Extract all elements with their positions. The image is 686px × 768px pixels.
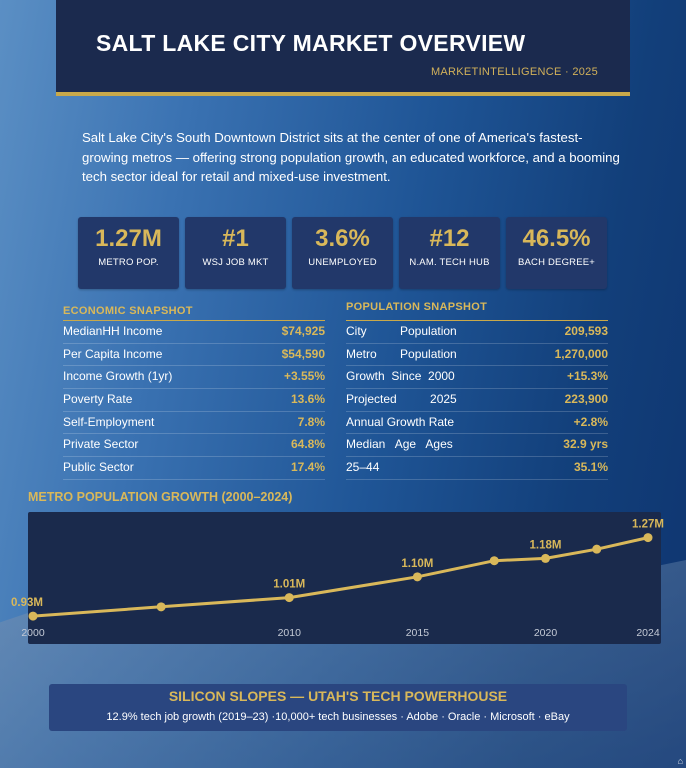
table-row: Median Age Ages 32.9 yrs xyxy=(346,434,608,458)
row-label: Public Sector xyxy=(63,460,134,475)
stat-card-bach-degree: 46.5% BACH DEGREE+ xyxy=(506,217,607,289)
population-snapshot-title: POPULATION SNAPSHOT xyxy=(346,301,488,313)
row-value: $74,925 xyxy=(281,324,325,338)
row-value: 13.6% xyxy=(290,392,325,407)
banner-title: SILICON SLOPES — UTAH'S TECH POWERHOUSE xyxy=(168,688,508,704)
table-row: MedianHH Income $74,925 xyxy=(63,321,325,344)
stat-card-metro-pop: 1.27M METRO POP. xyxy=(78,217,179,289)
x-tick-label: 2020 xyxy=(534,627,558,639)
stat-card-unemployed: 3.6% UNEMPLOYED xyxy=(292,217,393,289)
data-point xyxy=(643,533,653,543)
table-row: Projected 2025 223,900 xyxy=(346,389,608,412)
intro-paragraph: Salt Lake City's South Downtown District… xyxy=(82,130,620,184)
row-label: 25–44 xyxy=(346,460,380,475)
table-row: Private Sector 64.8% xyxy=(63,434,325,458)
row-label: Self-Employment xyxy=(63,414,155,429)
table-row: 25–44 35.1% xyxy=(346,457,608,480)
data-label: 1.01M xyxy=(273,579,305,591)
economic-snapshot-title: ECONOMIC SNAPSHOT xyxy=(63,305,193,317)
stat-card-tech-hub: #12 N.AM. TECH HUB xyxy=(399,217,500,289)
table-row: Self-Employment 7.8% xyxy=(63,412,325,435)
data-point xyxy=(489,556,499,566)
table-row: Per Capita Income $54,590 xyxy=(63,344,325,367)
row-label: Per Capita Income xyxy=(63,346,163,361)
population-line-chart: 2000 2010 2015 2020 2024 0.93M 1.01M 1.10M 1.18M… xyxy=(11,519,664,639)
row-value: 17.4% xyxy=(290,460,325,475)
data-point xyxy=(592,544,602,554)
row-value: +3.55% xyxy=(283,369,325,384)
row-label: Growth Since 2000 xyxy=(346,369,455,384)
row-label: Metro Population xyxy=(346,346,457,361)
series-line xyxy=(32,536,649,618)
row-value: 32.9 yrs xyxy=(563,437,608,452)
table-row: Annual Growth Rate +2.8% xyxy=(346,412,608,435)
row-value: 7.8% xyxy=(297,414,325,429)
row-label: Income Growth (1yr) xyxy=(63,369,173,384)
data-label: 0.93M xyxy=(11,597,43,609)
page-title: SALT LAKE CITY MARKET OVERVIEW xyxy=(96,30,526,56)
stat-value: #1 xyxy=(222,225,249,252)
tech-banner: SILICON SLOPES — UTAH'S TECH POWERHOUSE … xyxy=(49,684,627,731)
page-subtitle: MARKETINTELLIGENCE · 2025 xyxy=(430,66,598,78)
data-point xyxy=(28,611,38,621)
data-point xyxy=(284,593,294,603)
x-tick-label: 2024 xyxy=(636,627,660,639)
stat-value: 3.6% xyxy=(315,225,370,252)
table-row: Public Sector 17.4% xyxy=(63,457,325,480)
stat-cards: 1.27M METRO POP. #1 WSJ JOB MKT 3.6% UNE… xyxy=(78,217,608,289)
stat-label: WSJ JOB MKT xyxy=(202,257,269,268)
table-row: Growth Since 2000 +15.3% xyxy=(346,366,608,390)
row-value: 209,593 xyxy=(564,324,608,338)
row-label: Projected 2025 xyxy=(346,392,457,407)
row-value: 1,270,000 xyxy=(554,346,608,361)
table-row: Income Growth (1yr) +3.55% xyxy=(63,366,325,390)
x-tick-label: 2015 xyxy=(406,627,430,639)
banner-detail: 12.9% tech job growth (2019–23) ·10,000+… xyxy=(106,711,570,723)
economic-table: MedianHH Income $74,925 Per Capita Income $… xyxy=(63,321,325,480)
data-point xyxy=(156,602,166,612)
row-value: +2.8% xyxy=(573,414,608,429)
stat-value: 46.5% xyxy=(522,225,591,252)
data-label: 1.27M xyxy=(632,519,664,531)
stat-card-job-market: #1 WSJ JOB MKT xyxy=(185,217,286,289)
row-label: Median Age Ages xyxy=(346,437,453,452)
row-label: City Population xyxy=(346,324,457,338)
row-value: $54,590 xyxy=(281,346,325,361)
chart-panel xyxy=(28,512,661,644)
stat-label: BACH DEGREE+ xyxy=(517,257,596,268)
x-tick-label: 2010 xyxy=(278,627,302,639)
stat-label: UNEMPLOYED xyxy=(308,257,377,268)
data-label: 1.10M xyxy=(401,558,433,570)
chart-title: METRO POPULATION GROWTH (2000–2024) xyxy=(28,490,293,504)
population-table: City Population 209,593 Metro Population 1,… xyxy=(346,321,608,480)
row-label: Poverty Rate xyxy=(63,392,133,407)
table-row: City Population 209,593 xyxy=(346,321,608,344)
row-value: 64.8% xyxy=(290,437,325,452)
row-value: 223,900 xyxy=(564,392,608,407)
row-value: +15.3% xyxy=(566,369,608,384)
population-divider xyxy=(346,320,608,321)
table-row: Metro Population 1,270,000 xyxy=(346,344,608,367)
stat-label: N.AM. TECH HUB xyxy=(409,257,490,268)
stat-label: METRO POP. xyxy=(98,257,159,268)
data-point xyxy=(412,572,422,582)
row-label: MedianHH Income xyxy=(63,324,163,338)
row-label: Annual Growth Rate xyxy=(346,414,455,429)
economic-divider xyxy=(63,320,325,321)
row-label: Private Sector xyxy=(63,437,139,452)
header-panel: SALT LAKE CITY MARKET OVERVIEW MARKETINT… xyxy=(56,0,630,96)
row-value: 35.1% xyxy=(573,460,608,475)
data-point xyxy=(541,553,550,563)
stat-value: #12 xyxy=(429,225,470,252)
stat-value: 1.27M xyxy=(95,225,162,252)
house-icon: ⌂ xyxy=(677,756,683,766)
data-label: 1.18M xyxy=(530,539,562,551)
table-row: Poverty Rate 13.6% xyxy=(63,389,325,412)
x-tick-label: 2000 xyxy=(21,627,45,639)
